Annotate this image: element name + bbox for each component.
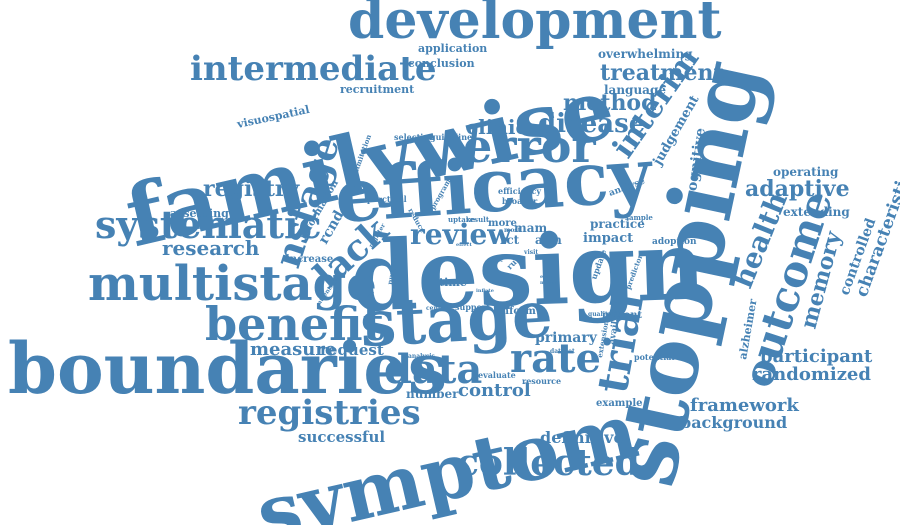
word-uptake: uptake: [448, 215, 476, 224]
word-framework: framework: [690, 395, 799, 416]
word-intermediate: intermediate: [190, 49, 437, 89]
word-acc: acc: [494, 258, 503, 264]
word-disease: disease: [538, 109, 645, 139]
word-treatment: treatment: [600, 60, 724, 86]
word-inflate: inflate: [476, 288, 494, 294]
word-stage: stage: [358, 277, 554, 362]
word-application: application: [418, 42, 487, 55]
word-center: center: [426, 305, 448, 312]
word-broader: broader: [502, 196, 538, 206]
word-rate: rate: [510, 335, 601, 382]
word-increase: increase: [286, 254, 333, 265]
word-assessing: assessing: [170, 207, 229, 220]
word-extending: extending: [783, 205, 850, 219]
word-development: development: [348, 0, 721, 51]
word-conclusion: conclusion: [408, 57, 475, 70]
word-mam: mam: [514, 221, 547, 235]
word-design: design: [348, 208, 707, 333]
word-more: more: [488, 218, 517, 229]
word-impact: impact: [583, 231, 633, 246]
word-control: control: [458, 380, 531, 401]
word-operating: operating: [773, 165, 839, 179]
word-support: support: [455, 302, 490, 312]
word-definitive: definitive: [540, 428, 624, 447]
word-example: example: [596, 398, 643, 409]
word-evaluate: evaluate: [478, 370, 516, 380]
word-efficiency: efficiency: [498, 186, 541, 196]
word-patient: patient: [602, 310, 643, 321]
word-registry: registry: [203, 176, 300, 202]
word-benefit: benefit: [205, 297, 385, 351]
word-successful: successful: [298, 428, 385, 446]
word-rct: rct: [500, 233, 520, 247]
word-registries: registries: [238, 393, 421, 433]
word-quality: quality: [588, 311, 612, 318]
word-number: number: [406, 387, 459, 401]
word-clinical: clinical: [466, 115, 549, 139]
word-analysis: analysis: [408, 353, 436, 360]
word-resource: resource: [522, 376, 561, 386]
word-result: result: [466, 215, 490, 224]
word-arm: arm: [535, 233, 562, 247]
word-research: research: [162, 236, 260, 260]
word-selection: selection: [394, 132, 435, 142]
word-adoption: adoption: [652, 237, 697, 247]
word-event: event: [540, 274, 556, 280]
word-recruitment: recruitment: [340, 83, 415, 96]
word-systematic: systematic: [95, 202, 322, 247]
word-measure: measure: [250, 339, 336, 360]
word-most: most: [504, 227, 521, 234]
word-visit: visit: [523, 249, 538, 256]
word-error: error: [463, 119, 596, 173]
word-review: review: [410, 218, 512, 251]
word-effect: effect: [456, 242, 473, 248]
word-primary: primary: [535, 330, 598, 346]
word-inform: inform: [498, 306, 536, 317]
word-overwhelming: overwhelming: [598, 47, 693, 61]
word-adaptive: adaptive: [745, 176, 850, 202]
word-participant: participant: [760, 346, 873, 367]
word-collected: collected: [457, 442, 640, 484]
word-potential: potential: [634, 352, 675, 362]
word-multistage: multistage: [88, 256, 377, 312]
word-method: method: [563, 90, 657, 116]
word-request: request: [320, 341, 384, 359]
word-time: time: [439, 276, 467, 289]
word-model: model: [540, 280, 557, 286]
word-practice: practice: [590, 217, 645, 231]
word-sample: sample: [625, 213, 653, 222]
word-randomized: randomized: [752, 364, 871, 385]
word-practical: practical: [367, 194, 407, 204]
word-boundaries: boundaries: [8, 327, 447, 410]
word-background: background: [680, 413, 787, 432]
word-language: language: [604, 83, 666, 97]
word-data: data: [384, 346, 482, 393]
word-guideline: guideline: [430, 132, 472, 142]
word-dataset: dataset: [550, 348, 575, 355]
